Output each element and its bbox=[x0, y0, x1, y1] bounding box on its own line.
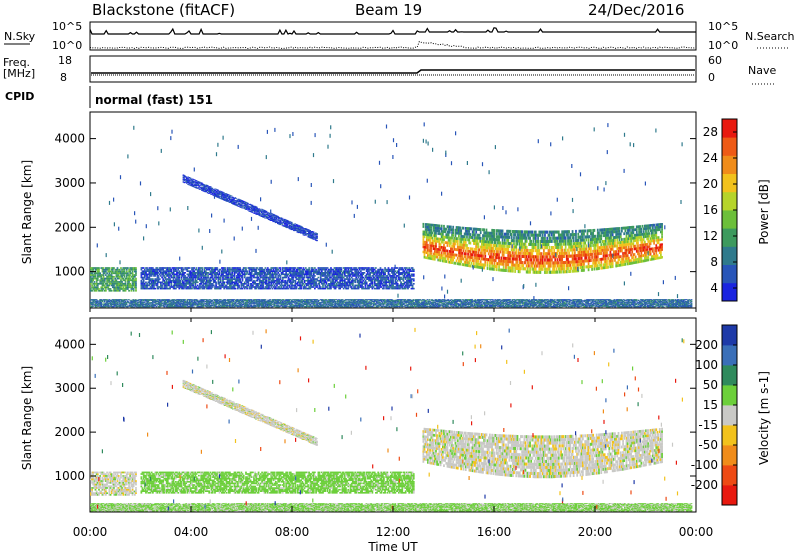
nsearch-label: N.Search bbox=[745, 30, 795, 43]
echo-cell bbox=[251, 299, 253, 300]
echo-cell bbox=[90, 301, 92, 302]
echo-cell bbox=[520, 304, 522, 305]
nsky-label: N.Sky bbox=[4, 30, 36, 43]
nsky-tick-top: 10^5 bbox=[52, 20, 82, 33]
echo-cell bbox=[554, 300, 556, 301]
echo-cell bbox=[128, 301, 130, 302]
date-title: 24/Dec/2016 bbox=[588, 1, 684, 19]
echo-cell bbox=[224, 299, 226, 300]
echo-cell bbox=[125, 301, 127, 302]
nsky-panel: N.Sky 10^5 10^0 10^5 10^0 N.Search bbox=[4, 20, 795, 52]
nsky-frame bbox=[90, 22, 696, 50]
radar-summary-plot: Blackstone (fitACF) Beam 19 24/Dec/2016 … bbox=[0, 0, 800, 554]
nsearch-tick-bottom: 10^0 bbox=[708, 39, 738, 52]
freq-tick-bottom: 8 bbox=[60, 71, 67, 84]
echo-cell bbox=[593, 305, 595, 306]
echo-cell bbox=[153, 307, 155, 308]
nsky-trace bbox=[90, 28, 696, 34]
freq-trace bbox=[91, 70, 695, 73]
echo-cell bbox=[92, 306, 94, 307]
echo-cell bbox=[447, 305, 449, 306]
echo-cell bbox=[482, 301, 484, 302]
echo-cell bbox=[482, 305, 484, 306]
beam-title: Beam 19 bbox=[355, 1, 422, 19]
nave-label: Nave bbox=[748, 64, 776, 77]
echo-cell bbox=[291, 303, 293, 304]
freq-tick-top: 18 bbox=[58, 54, 72, 67]
echo-cell bbox=[325, 299, 327, 300]
echo-cell bbox=[419, 301, 421, 302]
cpid-value: normal (fast) 151 bbox=[95, 93, 213, 107]
echo-cell bbox=[269, 299, 271, 300]
echo-cell bbox=[462, 299, 464, 300]
echo-cell bbox=[265, 299, 267, 300]
echo-cell bbox=[554, 299, 556, 300]
echo-cell bbox=[471, 304, 473, 305]
nave-tick-top: 60 bbox=[708, 54, 722, 67]
nsearch-tick-top: 10^5 bbox=[708, 20, 738, 33]
echo-cell bbox=[509, 299, 511, 300]
echo-cell bbox=[319, 300, 321, 301]
echo-cell bbox=[420, 299, 422, 300]
freq-unit: [MHz] bbox=[3, 67, 35, 80]
echo-cell bbox=[161, 301, 163, 302]
echo-cell bbox=[193, 307, 195, 308]
echo-cell bbox=[580, 299, 582, 300]
nave-tick-bottom: 0 bbox=[708, 71, 715, 84]
echo-cell bbox=[475, 299, 477, 300]
echo-cell bbox=[184, 299, 186, 300]
freq-panel: Freq. [MHz] 18 8 60 0 Nave bbox=[3, 54, 776, 84]
echo-cell bbox=[429, 299, 431, 300]
echo-cell bbox=[96, 299, 98, 300]
echo-cell bbox=[631, 306, 633, 307]
echo-cell bbox=[197, 300, 199, 301]
echo-cell bbox=[461, 301, 463, 302]
echo-cell bbox=[405, 299, 407, 300]
echo-cell bbox=[152, 303, 154, 304]
echo-cell bbox=[283, 299, 285, 300]
echo-cell bbox=[211, 307, 213, 308]
echo-cell bbox=[460, 299, 462, 300]
station-title: Blackstone (fitACF) bbox=[92, 1, 235, 19]
echo-cell bbox=[551, 304, 553, 305]
nsky-tick-bottom: 10^0 bbox=[52, 39, 82, 52]
echo-cell bbox=[251, 304, 253, 305]
echo-cell bbox=[367, 300, 369, 301]
echo-cell bbox=[492, 299, 494, 300]
echo-cell bbox=[529, 299, 531, 300]
echo-cell bbox=[144, 302, 146, 303]
cpid-row: CPID normal (fast) 151 bbox=[5, 86, 213, 108]
nsearch-trace bbox=[90, 42, 696, 49]
echo-cell bbox=[547, 299, 549, 300]
region-near-range-band bbox=[90, 299, 692, 307]
cpid-label: CPID bbox=[5, 90, 34, 103]
echo-cell bbox=[384, 299, 386, 300]
power-data-layer bbox=[90, 122, 692, 307]
freq-frame bbox=[90, 56, 696, 82]
